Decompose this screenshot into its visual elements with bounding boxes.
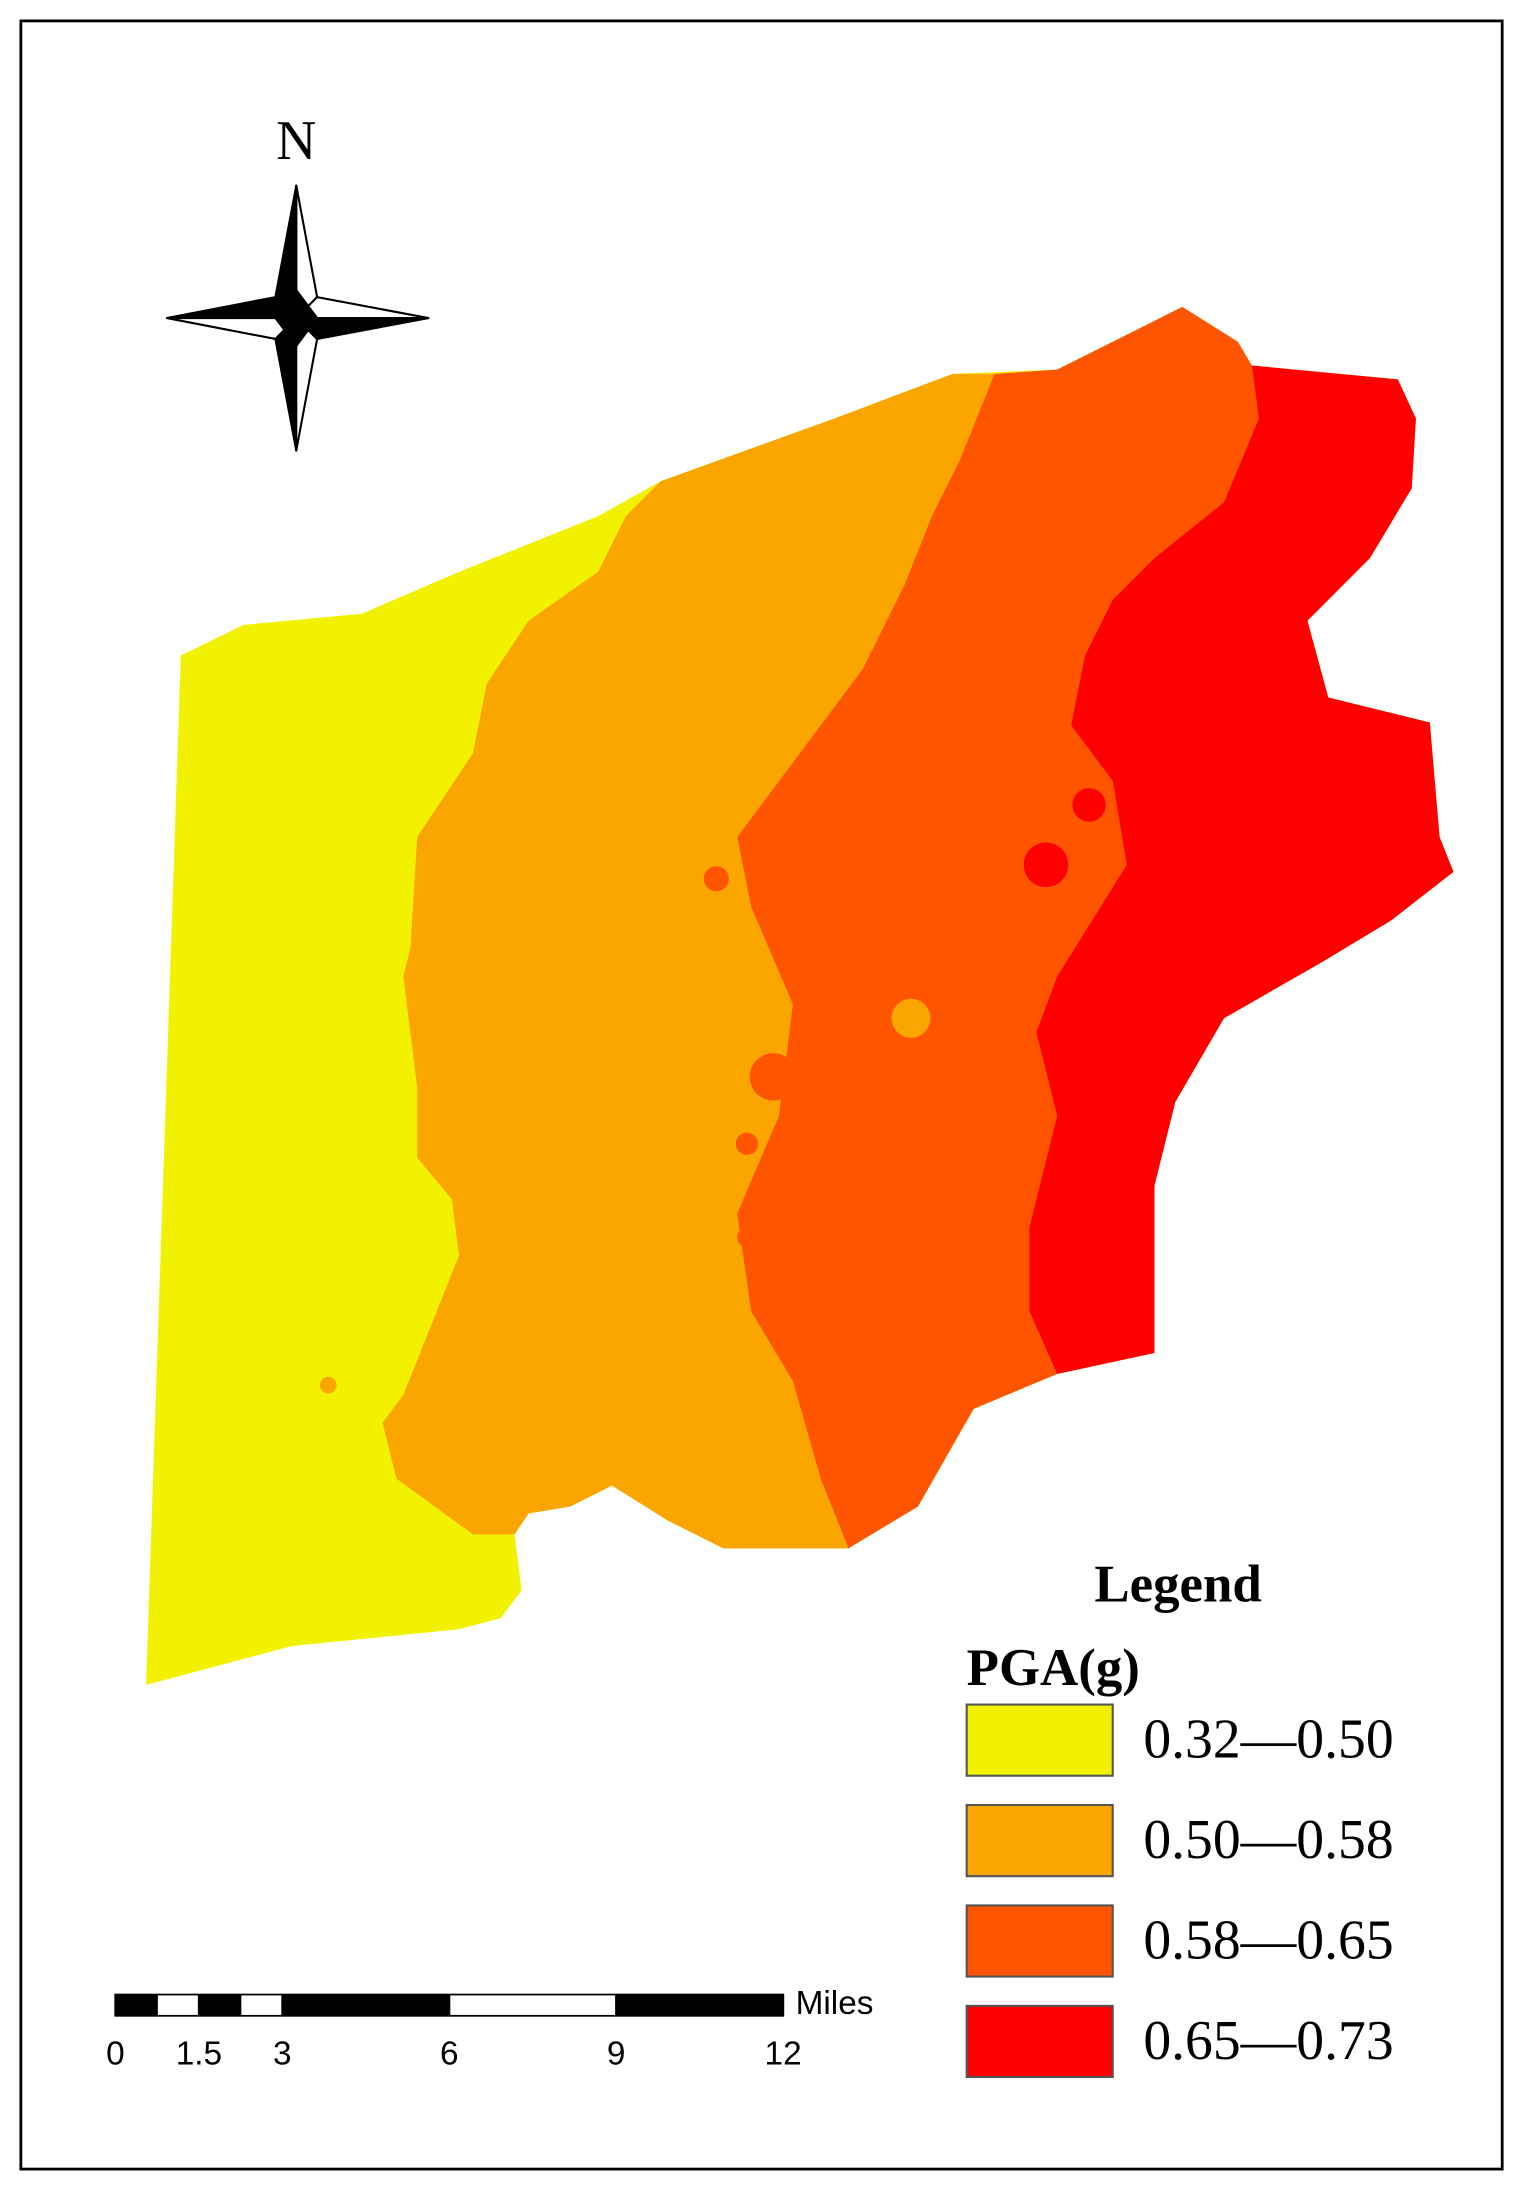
legend-swatch [965, 1703, 1114, 1777]
scale-segment [615, 1994, 784, 2017]
zone-high [737, 306, 1259, 1549]
scale-bar: 0 1.5 3 6 9 12 Miles [106, 1985, 873, 2072]
legend-label: 0.32—0.50 [1143, 1709, 1393, 1771]
legend-title: Legend [1094, 1555, 1261, 1613]
legend: 0.32—0.50 0.50—0.58 0.58—0.65 0.65—0.73 [965, 1703, 1394, 2079]
zone-patch [1023, 842, 1069, 888]
scale-unit: Miles [796, 1985, 874, 2022]
scale-segment [156, 1994, 200, 2017]
zone-patch [891, 998, 931, 1038]
north-label: N [276, 110, 316, 172]
zone-patch [1072, 788, 1106, 822]
scale-segment [115, 1994, 158, 2016]
scale-tick-label: 9 [607, 2035, 626, 2072]
legend-label: 0.50—0.58 [1143, 1809, 1393, 1871]
legend-label: 0.58—0.65 [1143, 1909, 1393, 1971]
zones [146, 306, 1454, 1686]
zone-patch [703, 866, 729, 892]
zone-very-high [1029, 365, 1454, 1374]
legend-label: 0.65—0.73 [1143, 2010, 1393, 2072]
scale-segment [198, 1994, 241, 2016]
zone-patch [749, 1053, 797, 1101]
legend-swatch [965, 1904, 1114, 1978]
legend-swatch [965, 2004, 1114, 2079]
legend-subtitle: PGA(g) [967, 1639, 1140, 1697]
scale-tick-label: 3 [273, 2035, 292, 2072]
north-arrow [165, 184, 430, 452]
scale-tick-label: 1.5 [176, 2035, 222, 2072]
scale-tick-label: 12 [765, 2035, 802, 2072]
scale-tick-label: 6 [440, 2035, 459, 2072]
zone-patch [737, 1227, 757, 1248]
zone-patch [735, 1132, 759, 1155]
legend-swatch [965, 1803, 1114, 1878]
scale-tick-label: 0 [106, 2035, 125, 2072]
scale-segment [239, 1994, 284, 2017]
scale-segment [281, 1994, 450, 2017]
scale-segment [448, 1994, 617, 2017]
zone-patch [319, 1376, 337, 1394]
zone-moderate [382, 373, 995, 1549]
